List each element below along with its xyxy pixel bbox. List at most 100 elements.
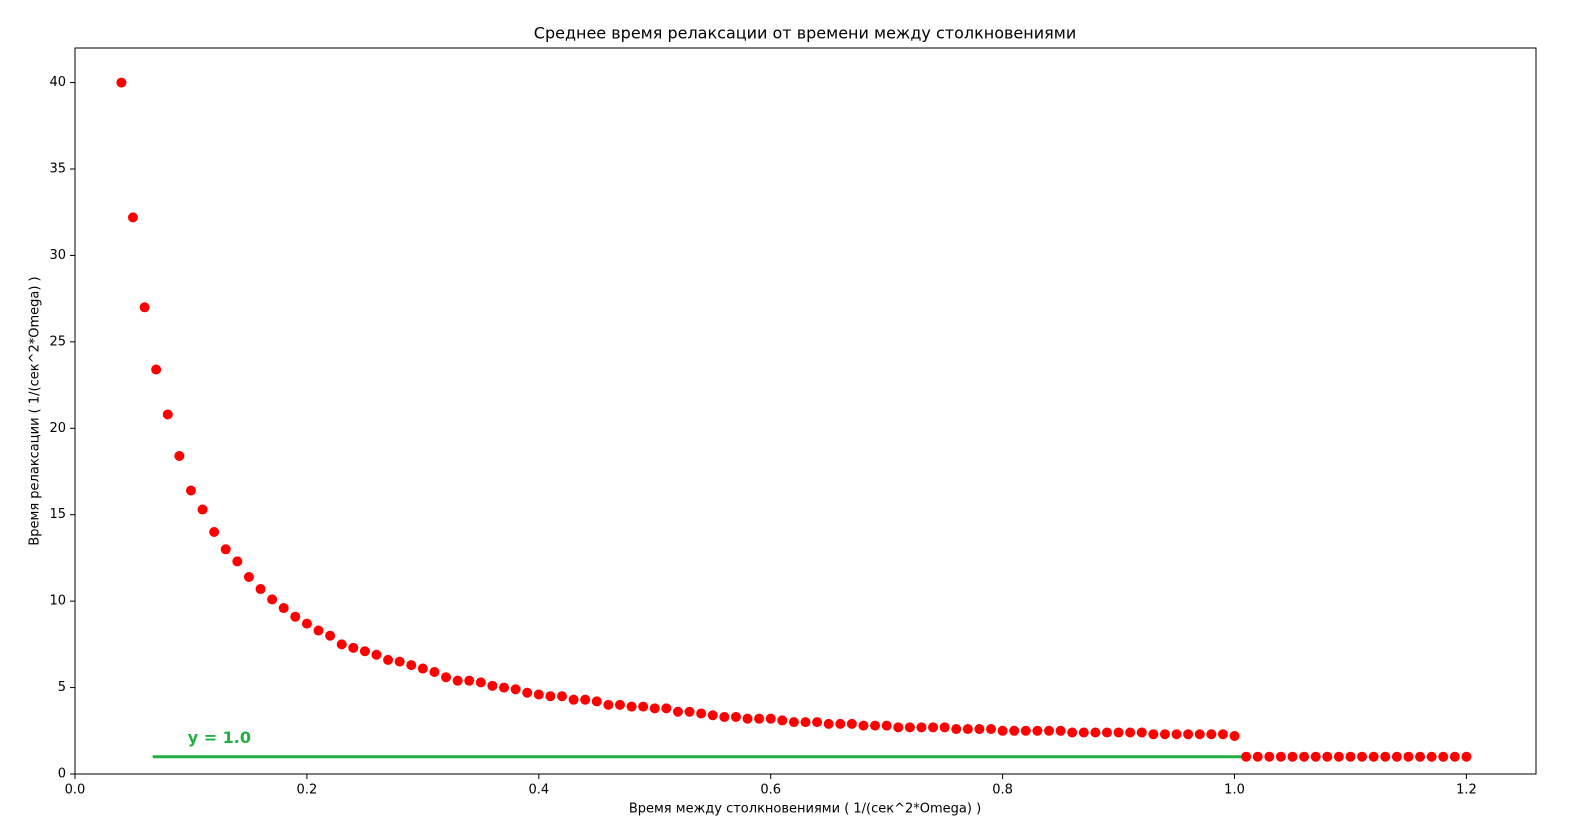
point [522, 687, 533, 698]
point [1183, 729, 1194, 740]
point [812, 717, 823, 728]
point [162, 409, 173, 420]
point [904, 722, 915, 733]
point [209, 527, 220, 537]
point [232, 556, 243, 567]
point [278, 603, 289, 614]
point [672, 706, 683, 717]
point [962, 724, 973, 735]
point [661, 703, 672, 714]
point [151, 364, 162, 375]
x-tick-label: 0.6 [760, 783, 781, 798]
y-tick-label: 15 [49, 507, 66, 522]
reference-label: y = 1.0 [188, 728, 251, 747]
point [1159, 729, 1170, 740]
point [696, 708, 707, 719]
point [1044, 725, 1054, 736]
point [1032, 725, 1043, 736]
point [1009, 725, 1020, 736]
point [464, 675, 475, 686]
point [1357, 751, 1368, 762]
point [603, 699, 614, 710]
point [475, 677, 486, 688]
point [1194, 729, 1205, 740]
point [928, 722, 939, 733]
point [1415, 751, 1426, 762]
y-tick-label: 30 [49, 248, 66, 263]
point [916, 722, 927, 733]
point [371, 649, 382, 660]
point [707, 710, 718, 721]
point [1449, 751, 1460, 762]
y-tick-label: 0 [58, 767, 66, 782]
point [1020, 725, 1031, 736]
point [545, 691, 556, 702]
point [730, 711, 741, 722]
point [301, 618, 312, 629]
point [359, 646, 370, 657]
point [1345, 751, 1356, 762]
y-tick-label: 25 [49, 334, 66, 349]
x-tick-label: 1.2 [1456, 783, 1477, 798]
point [835, 718, 846, 729]
point [1078, 727, 1089, 738]
point [1426, 751, 1437, 762]
point [951, 724, 962, 735]
point [684, 706, 695, 717]
point [986, 724, 997, 735]
x-tick-label: 0.4 [528, 783, 549, 798]
point [1403, 751, 1414, 762]
point [1241, 751, 1252, 762]
point [174, 450, 185, 461]
y-axis-label: Время релаксации ( 1/(сек^2*Omega) ) [28, 276, 43, 545]
point [243, 571, 254, 582]
point [638, 701, 649, 712]
x-tick-label: 0.8 [992, 783, 1013, 798]
point [1113, 727, 1124, 738]
y-tick-label: 40 [49, 75, 66, 90]
point [116, 77, 127, 88]
point [1136, 727, 1147, 738]
point [1217, 729, 1228, 740]
point [1148, 729, 1159, 740]
point [533, 689, 544, 700]
x-tick-label: 1.0 [1224, 783, 1245, 798]
point [742, 713, 753, 724]
point [846, 718, 857, 729]
point [870, 720, 881, 731]
point [429, 667, 440, 678]
point [800, 717, 811, 728]
point [383, 654, 394, 665]
point [1310, 751, 1321, 762]
point [591, 696, 602, 707]
point [1380, 751, 1391, 762]
point [220, 544, 231, 555]
point [394, 656, 405, 667]
point [754, 713, 765, 724]
point [1206, 729, 1217, 740]
point [1055, 725, 1066, 736]
point [997, 725, 1008, 736]
point [1368, 751, 1379, 762]
point [1171, 729, 1182, 740]
point [1438, 751, 1449, 762]
x-tick-label: 0.2 [297, 783, 318, 798]
point [823, 718, 834, 729]
point [336, 639, 347, 650]
point [881, 720, 892, 731]
point [765, 713, 776, 724]
point [267, 594, 278, 605]
point [1252, 751, 1263, 762]
point [1275, 751, 1286, 762]
point [406, 660, 417, 671]
point [185, 485, 196, 496]
point [893, 722, 904, 733]
point [1229, 730, 1240, 741]
point [1264, 751, 1275, 762]
point [1101, 727, 1112, 738]
point [557, 691, 567, 702]
point [325, 630, 336, 641]
chart-title: Среднее время релаксации от времени межд… [534, 24, 1076, 43]
